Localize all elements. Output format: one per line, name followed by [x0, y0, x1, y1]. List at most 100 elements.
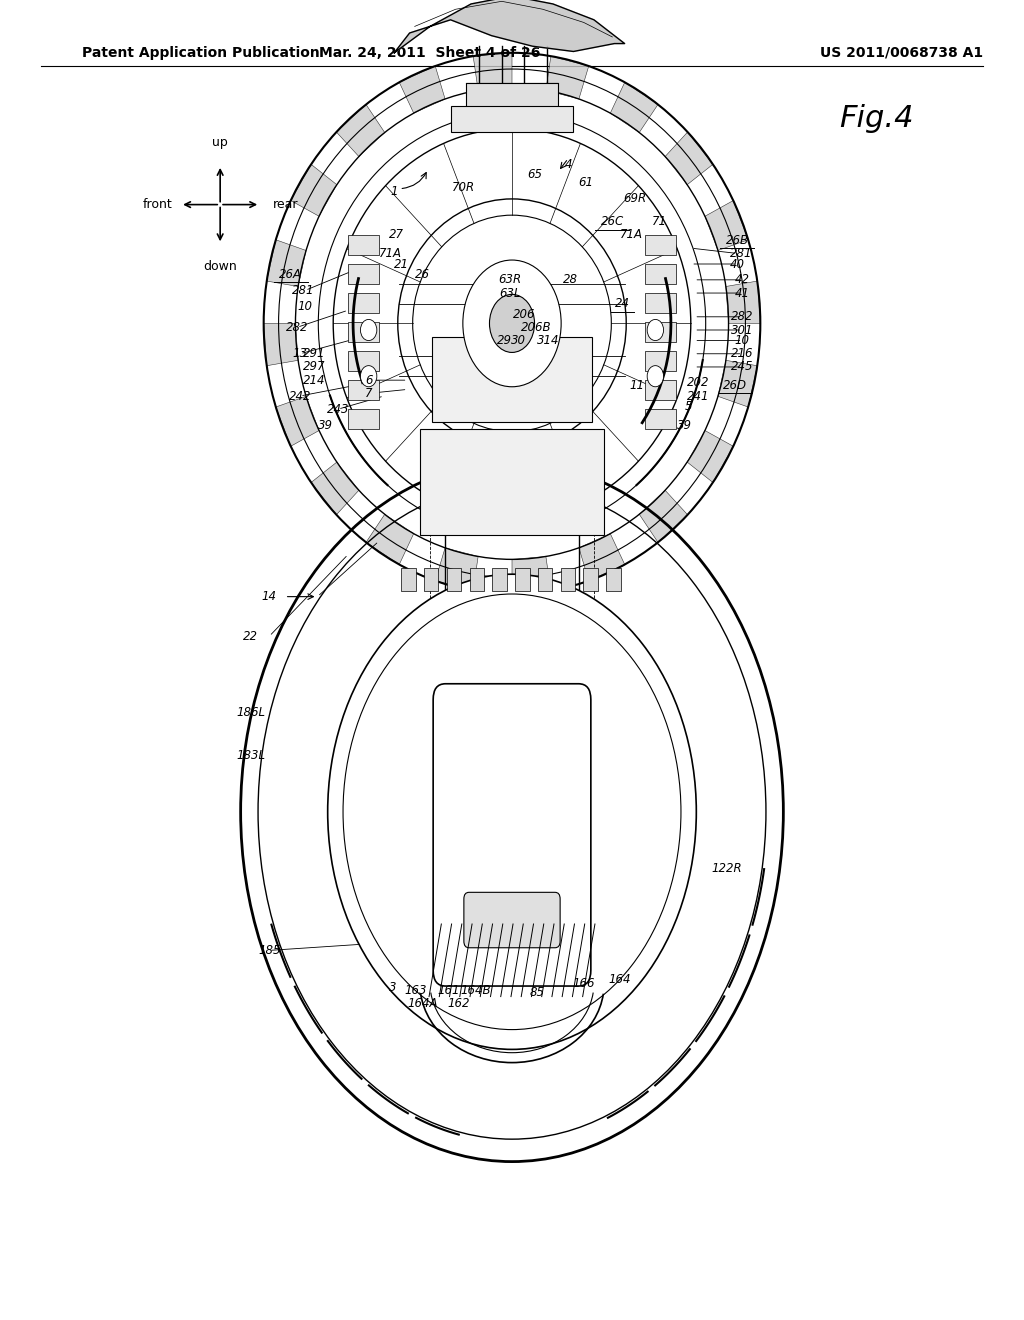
Polygon shape	[610, 82, 658, 132]
Polygon shape	[666, 132, 713, 185]
Circle shape	[463, 260, 561, 387]
Text: 30: 30	[511, 334, 525, 347]
Polygon shape	[705, 201, 749, 251]
Text: Mar. 24, 2011  Sheet 4 of 26: Mar. 24, 2011 Sheet 4 of 26	[319, 46, 541, 59]
Text: 164B: 164B	[461, 983, 492, 997]
Text: 71A: 71A	[379, 247, 401, 260]
Bar	[348, 264, 379, 284]
Text: 206: 206	[513, 308, 536, 321]
Text: 3: 3	[389, 981, 397, 994]
Text: 291: 291	[303, 347, 326, 360]
Text: 282: 282	[286, 321, 308, 334]
Text: 161: 161	[437, 983, 460, 997]
Polygon shape	[718, 360, 758, 407]
Text: 282: 282	[731, 310, 754, 323]
Bar	[348, 322, 379, 342]
Text: 24: 24	[615, 297, 630, 310]
Bar	[348, 351, 379, 371]
Text: 10: 10	[298, 300, 312, 313]
Text: US 2011/0068738 A1: US 2011/0068738 A1	[819, 46, 983, 59]
Text: 241: 241	[687, 389, 710, 403]
Text: 281: 281	[292, 284, 314, 297]
Text: 7: 7	[365, 387, 373, 400]
Polygon shape	[311, 462, 358, 515]
Polygon shape	[266, 240, 306, 286]
Text: 26A: 26A	[280, 268, 302, 281]
Bar	[645, 409, 676, 429]
Bar	[561, 568, 575, 591]
Text: 71A: 71A	[621, 228, 643, 242]
Text: 245: 245	[731, 360, 754, 374]
FancyBboxPatch shape	[433, 684, 591, 986]
Text: 1: 1	[390, 185, 398, 198]
Text: 26B: 26B	[726, 234, 749, 247]
Bar	[645, 351, 676, 371]
Text: 22: 22	[244, 630, 258, 643]
Polygon shape	[394, 0, 625, 53]
Polygon shape	[435, 548, 478, 590]
Bar	[470, 568, 484, 591]
Text: 5: 5	[684, 400, 692, 413]
Text: 14: 14	[262, 590, 276, 603]
Polygon shape	[512, 557, 551, 594]
Text: 6: 6	[365, 374, 373, 387]
Bar	[446, 568, 461, 591]
Polygon shape	[275, 396, 319, 446]
Text: 63R: 63R	[499, 273, 521, 286]
Text: Patent Application Publication: Patent Application Publication	[82, 46, 319, 59]
Text: 243: 243	[327, 403, 349, 416]
Text: 27: 27	[389, 228, 403, 242]
Bar	[424, 568, 438, 591]
Text: 214: 214	[303, 374, 326, 387]
FancyBboxPatch shape	[464, 892, 560, 948]
Polygon shape	[399, 66, 445, 114]
Text: 70R: 70R	[453, 181, 475, 194]
Text: 202: 202	[687, 376, 710, 389]
Circle shape	[489, 294, 535, 352]
Text: 41: 41	[735, 286, 750, 300]
Ellipse shape	[328, 574, 696, 1049]
Text: 164: 164	[608, 973, 631, 986]
Text: 216: 216	[731, 347, 754, 360]
Text: 39: 39	[677, 418, 691, 432]
Polygon shape	[337, 104, 385, 157]
Bar	[584, 568, 598, 591]
Text: 242: 242	[289, 389, 311, 403]
Text: 166: 166	[572, 977, 595, 990]
Polygon shape	[639, 490, 687, 543]
Polygon shape	[264, 323, 298, 366]
Text: up: up	[212, 136, 228, 149]
Bar	[466, 83, 558, 112]
Bar	[401, 568, 416, 591]
Bar	[420, 429, 604, 535]
Text: 39: 39	[318, 418, 333, 432]
Bar	[348, 293, 379, 313]
Bar	[538, 568, 552, 591]
Text: 162: 162	[447, 997, 470, 1010]
Text: 13: 13	[293, 347, 307, 360]
Text: Fig.4: Fig.4	[840, 104, 914, 133]
Text: 40: 40	[730, 257, 744, 271]
Polygon shape	[473, 53, 512, 90]
Bar	[645, 235, 676, 255]
Text: 185: 185	[258, 944, 281, 957]
Text: 71: 71	[652, 215, 667, 228]
Bar	[348, 380, 379, 400]
Text: 4: 4	[564, 158, 572, 172]
Text: 42: 42	[735, 273, 750, 286]
Text: 281: 281	[730, 247, 753, 260]
Text: 28: 28	[563, 273, 578, 286]
Text: 10: 10	[735, 334, 750, 347]
Text: 11: 11	[630, 379, 644, 392]
Text: rear: rear	[272, 198, 298, 211]
Bar	[515, 568, 529, 591]
Text: 163: 163	[404, 983, 427, 997]
Text: 26: 26	[416, 268, 430, 281]
Text: 301: 301	[731, 323, 754, 337]
Bar	[451, 106, 573, 132]
Circle shape	[360, 319, 377, 341]
Text: 29: 29	[498, 334, 512, 347]
Text: 26C: 26C	[601, 215, 624, 228]
Text: 26D: 26D	[723, 379, 748, 392]
Bar	[493, 568, 507, 591]
